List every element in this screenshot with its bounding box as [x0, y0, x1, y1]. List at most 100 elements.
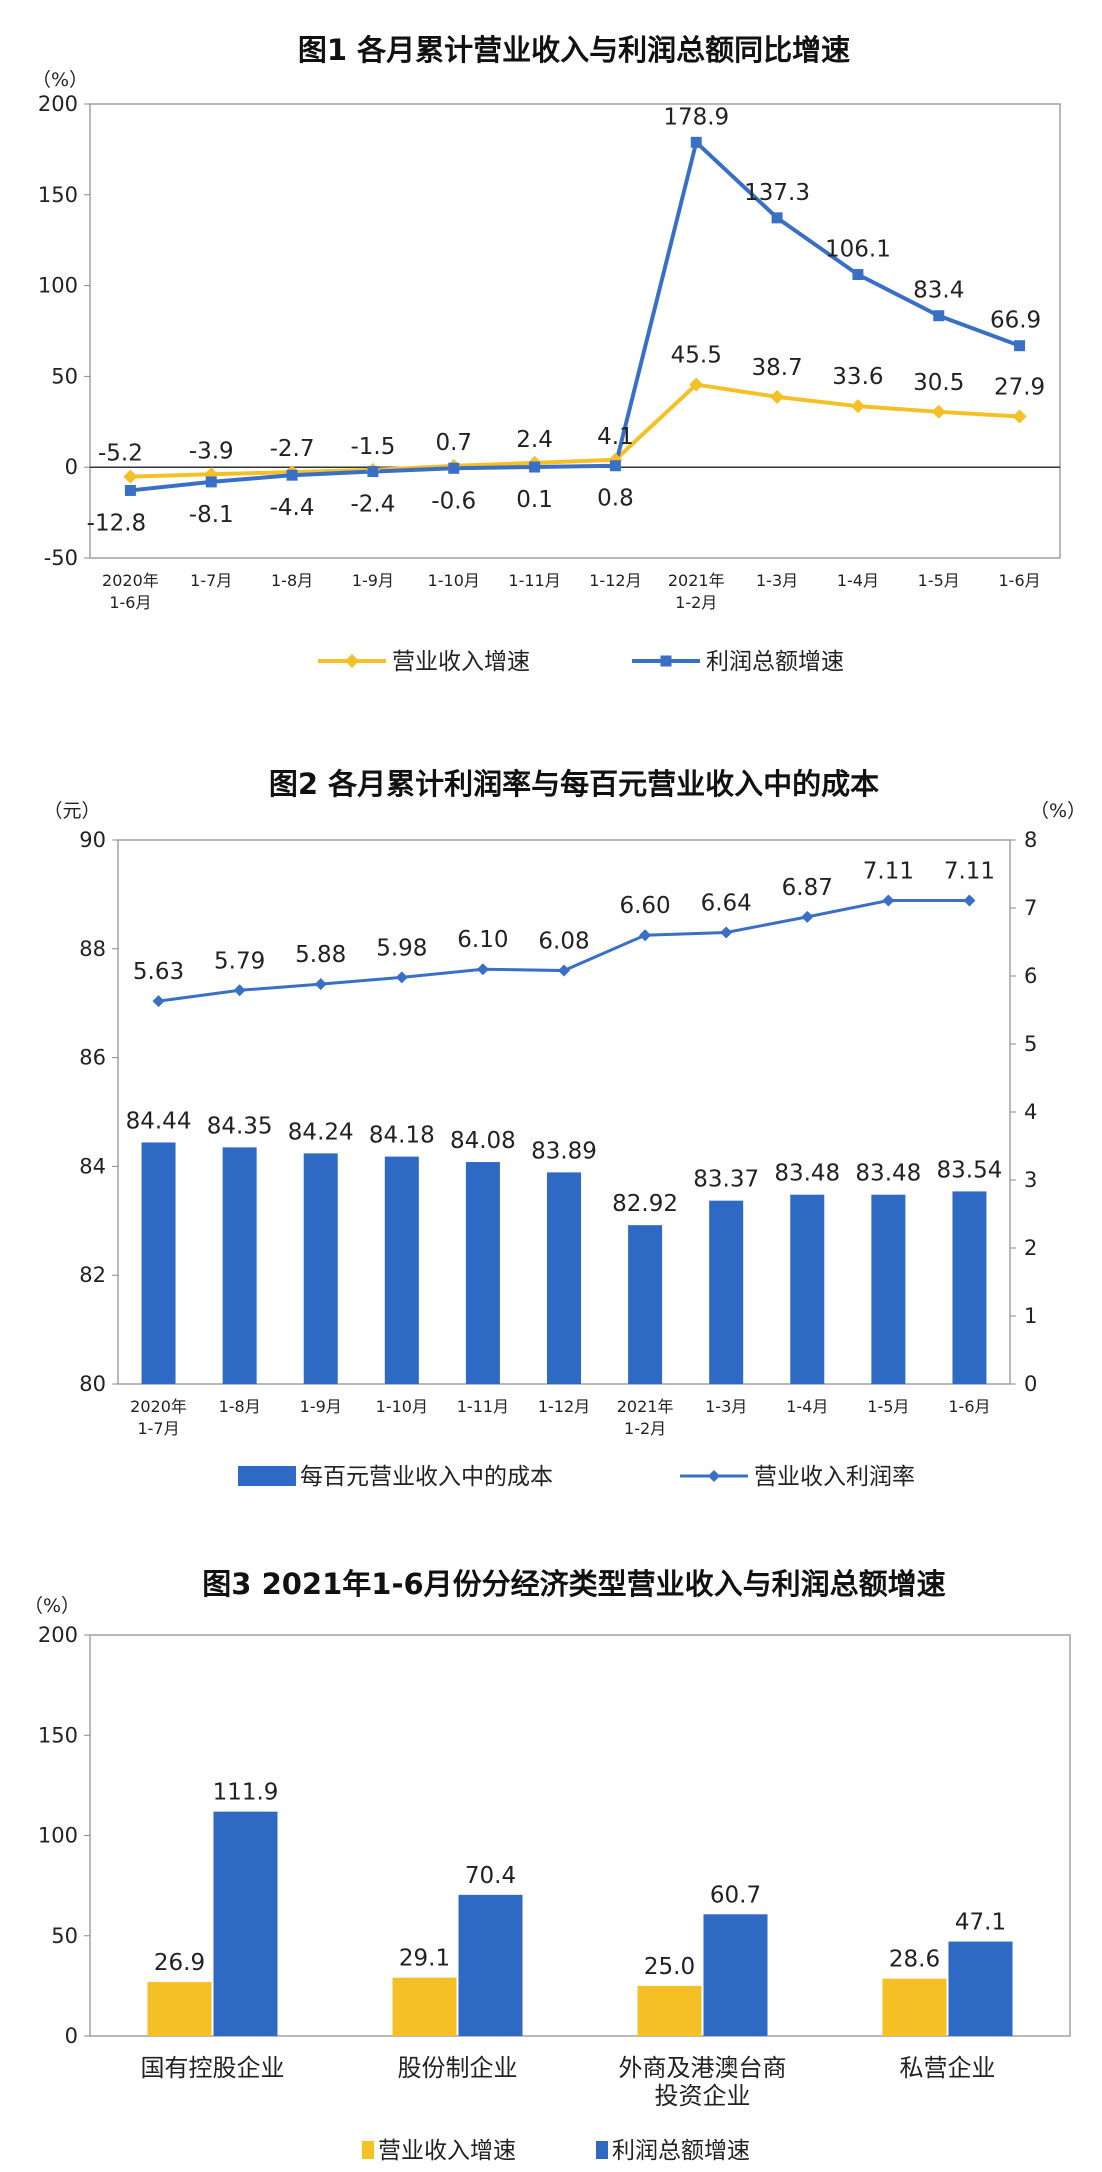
chart3-revenue-bar [392, 1977, 457, 2036]
chart1-profit-point [367, 466, 379, 478]
chart2-cost-label: 84.44 [126, 1108, 192, 1134]
chart3-legend-label-revenue: 营业收入增速 [378, 2138, 516, 2164]
chart2-margin-point [639, 929, 652, 942]
chart1-revenue-label: 45.5 [671, 343, 722, 369]
chart2-y2-tick-label: 1 [1024, 1304, 1037, 1328]
chart2-cost-bar [628, 1225, 663, 1384]
chart1-legend-label-profit: 利润总额增速 [706, 649, 844, 675]
chart1-profit-point [609, 460, 621, 472]
chart3-revenue-label: 28.6 [889, 1947, 940, 1973]
chart2-x-tick-label: 1-3月 [705, 1397, 747, 1416]
chart2-y-tick-label: 80 [79, 1372, 106, 1396]
chart1-profit-point [852, 269, 864, 281]
chart3-y-tick-label: 50 [51, 1924, 78, 1948]
chart3-y-unit: （%） [24, 1595, 80, 1617]
chart2-legend-label-margin: 营业收入利润率 [754, 1464, 915, 1490]
chart2-margin-label: 6.08 [538, 929, 589, 955]
chart1-revenue-point [689, 377, 704, 392]
chart3-legend-swatch-revenue [362, 2141, 374, 2159]
chart3-revenue-bar [637, 1985, 702, 2036]
chart1-profit-point [771, 212, 783, 224]
chart1-legend-marker-revenue [345, 654, 359, 668]
chart1-revenue-label: 27.9 [994, 375, 1045, 401]
chart2-x-tick-label: 1-7月 [137, 1419, 179, 1438]
chart3-legend-swatch-profit [596, 2141, 608, 2159]
chart1-profit-label: -12.8 [87, 510, 147, 536]
chart2-margin-label: 5.63 [133, 959, 184, 985]
chart1-revenue-label: 33.6 [832, 364, 883, 390]
chart1-revenue-label: 38.7 [751, 355, 802, 381]
chart2-x-tick-label: 1-12月 [538, 1397, 590, 1416]
chart3-x-tick-label: 国有控股企业 [141, 2054, 285, 2082]
chart1-x-tick-label: 1-6月 [109, 593, 151, 612]
chart1-revenue-label: 2.4 [516, 427, 553, 453]
chart2-legend-label-cost: 每百元营业收入中的成本 [300, 1464, 553, 1490]
chart2-margin-label: 6.64 [701, 890, 752, 916]
chart1-profit-label: -4.4 [270, 495, 315, 521]
chart1-legend-marker-profit [660, 655, 672, 667]
chart1-profit-label: 178.9 [663, 104, 729, 130]
chart2-title: 图2 各月累计利润率与每百元营业收入中的成本 [269, 767, 879, 801]
chart2-y2-tick-label: 2 [1024, 1236, 1037, 1260]
chart1-revenue-label: -5.2 [98, 441, 143, 467]
chart2-y-tick-label: 82 [79, 1263, 106, 1287]
chart1-profit-label: -0.6 [431, 488, 476, 514]
chart1-x-tick-label: 1-10月 [428, 571, 480, 590]
chart2-y-tick-label: 88 [79, 937, 106, 961]
chart2-cost-label: 84.18 [369, 1123, 435, 1149]
chart1-x-tick-label: 1-7月 [190, 571, 232, 590]
chart1-y-tick-label: 0 [65, 455, 78, 479]
chart1-x-tick-label: 1-8月 [271, 571, 313, 590]
chart1-x-tick-label: 1-6月 [999, 571, 1041, 590]
chart3-revenue-label: 25.0 [644, 1954, 695, 1980]
chart3-profit-label: 70.4 [465, 1863, 516, 1889]
chart1-revenue-label: 30.5 [913, 370, 964, 396]
chart1-title: 图1 各月累计营业收入与利润总额同比增速 [298, 33, 850, 67]
chart2-margin-point [476, 963, 489, 976]
chart3-y-tick-label: 200 [38, 1623, 78, 1647]
chart1-profit-label: 106.1 [825, 237, 891, 263]
chart2-cost-label: 84.24 [288, 1119, 354, 1145]
chart2-legend-marker-margin [708, 1470, 720, 1482]
chart1-revenue-label: -1.5 [350, 434, 395, 460]
chart2-y2-tick-label: 8 [1024, 828, 1037, 852]
chart2-cost-bar [384, 1156, 419, 1384]
chart3-y-tick-label: 0 [65, 2024, 78, 2048]
chart1-revenue-label: 4.1 [597, 424, 634, 450]
chart1-x-tick-label: 1-4月 [837, 571, 879, 590]
chart3-title: 图3 2021年1-6月份分经济类型营业收入与利润总额增速 [202, 1567, 945, 1601]
chart2-y2-tick-label: 5 [1024, 1032, 1037, 1056]
chart2-margin-label: 6.60 [619, 893, 670, 919]
chart2-x-tick-label: 1-8月 [219, 1397, 261, 1416]
chart3-profit-bar [458, 1894, 523, 2036]
chart1-profit-point [448, 462, 460, 474]
chart2-y-tick-label: 84 [79, 1154, 106, 1178]
chart1-revenue-point [850, 399, 865, 414]
chart2-y2-unit: （%） [1030, 800, 1086, 822]
chart2-x-tick-label: 2021年 [617, 1397, 674, 1416]
chart2-margin-label: 6.10 [457, 927, 508, 953]
chart2-cost-bar [141, 1142, 176, 1384]
chart1-profit-label: 83.4 [913, 278, 964, 304]
chart2-x-tick-label: 1-4月 [786, 1397, 828, 1416]
chart1-plot-area [89, 103, 1061, 559]
chart2-cost-label: 83.48 [855, 1161, 921, 1187]
chart1-series-line-1 [130, 382, 1020, 479]
chart1-x-tick-label: 1-12月 [589, 571, 641, 590]
chart3-x-tick-label: 投资企业 [655, 2082, 751, 2110]
chart1-profit-point [205, 476, 217, 488]
chart3-revenue-bar [147, 1982, 212, 2036]
chart2-y2-tick-label: 6 [1024, 964, 1037, 988]
chart2-legend-swatch-cost [238, 1466, 296, 1486]
chart1-x-tick-label: 1-9月 [352, 571, 394, 590]
chart2-cost-bar [465, 1162, 500, 1384]
chart1-revenue-point [770, 389, 785, 404]
chart3-y-tick-label: 150 [38, 1723, 78, 1747]
chart2-x-tick-label: 2020年 [130, 1397, 187, 1416]
chart2-y2-tick-label: 0 [1024, 1372, 1037, 1396]
chart1-y-tick-label: 100 [38, 274, 78, 298]
chart1-profit-point [690, 136, 702, 148]
chart3-legend-label-profit: 利润总额增速 [612, 2138, 750, 2164]
chart2-margin-label: 5.98 [376, 935, 427, 961]
